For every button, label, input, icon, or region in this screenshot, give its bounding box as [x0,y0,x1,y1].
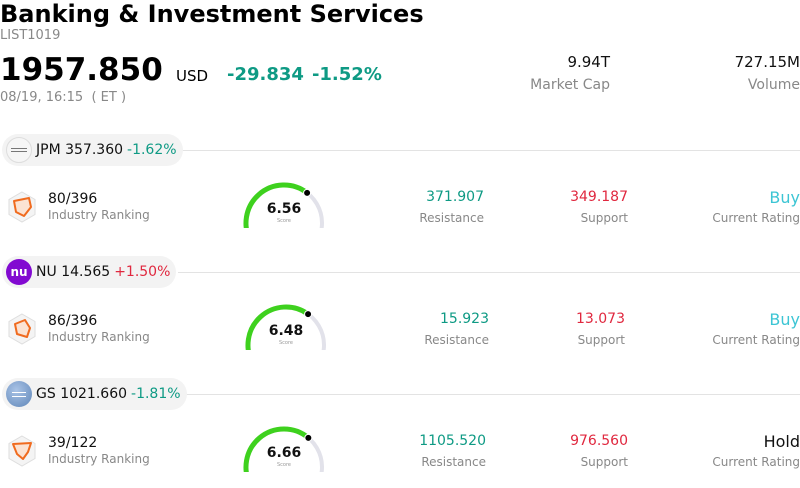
support-label: Support [577,333,625,347]
industry-ranking-icon [8,435,36,467]
timestamp: 08/19, 16:15 ( ET ) [0,90,127,105]
resistance-label: Resistance [421,455,486,469]
change-value: -29.834 [227,64,304,85]
rating-label: Current Rating [712,333,800,347]
nu-logo-icon: nu [6,259,32,285]
rating-value[interactable]: Buy [769,188,800,207]
currency-label: USD [176,67,209,85]
index-change: -29.834 -1.52% [227,64,382,85]
industry-ranking-value: 86/396 [48,313,98,329]
score-label: Score [276,462,291,468]
gs-logo-icon [6,381,32,407]
gauge-marker [304,310,313,319]
page-title: Banking & Investment Services [0,0,424,28]
industry-ranking-value: 39/122 [48,435,98,451]
rating-label: Current Rating [712,211,800,225]
resistance-column: 1105.520 Resistance [419,433,486,469]
jpm-logo-icon [6,137,32,163]
resistance-value: 15.923 [440,311,489,327]
score-gauge [243,426,324,472]
row-separator [178,150,800,151]
resistance-label: Resistance [424,333,489,347]
industry-ranking-label: Industry Ranking [48,452,150,466]
support-label: Support [580,211,628,225]
score-value: 6.48 [268,323,304,339]
stock-change: -1.81% [131,386,181,402]
gauge-fill [243,182,310,228]
change-percent: -1.52% [311,64,382,85]
support-label: Support [580,455,628,469]
market-cap-stat: 9.94T Market Cap [530,53,610,93]
volume-stat: 727.15M Volume [735,53,800,93]
gauge-marker [303,188,312,197]
score-value: 6.66 [266,445,302,461]
industry-ranking-value: 80/396 [48,191,98,207]
rating-value[interactable]: Hold [763,432,800,451]
resistance-value: 371.907 [426,189,484,205]
gauge-fill [245,304,311,350]
resistance-label: Resistance [419,211,484,225]
stock-ticker: GS 1021.660 [36,386,128,402]
stock-chip-nu[interactable]: nu NU 14.565 +1.50% [2,256,177,288]
support-column: 976.560 Support [570,433,628,469]
row-separator [186,394,800,395]
stock-change: -1.62% [127,142,177,158]
stock-chip-jpm[interactable]: JPM 357.360 -1.62% [2,134,183,166]
score-gauge [245,304,326,350]
rating-column: Buy Current Rating [712,188,800,225]
support-column: 13.073 Support [576,311,625,347]
stock-change: +1.50% [114,264,171,280]
market-cap-value: 9.94T [567,53,610,71]
stock-ticker: NU 14.565 [36,264,111,280]
stock-ticker: JPM 357.360 [36,142,124,158]
list-code: LIST1019 [0,28,61,43]
support-value: 13.073 [576,311,625,327]
rating-column: Buy Current Rating [712,310,800,347]
resistance-value: 1105.520 [419,433,486,449]
score-label: Score [278,340,293,346]
rating-value[interactable]: Buy [769,310,800,329]
gauge-marker [304,433,313,442]
row-separator [178,272,800,273]
support-value: 349.187 [570,189,628,205]
support-column: 349.187 Support [570,189,628,225]
rating-label: Current Rating [712,455,800,469]
volume-label: Volume [747,77,800,93]
support-value: 976.560 [570,433,628,449]
score-gauge [243,182,324,228]
index-price: 1957.850 [0,52,163,88]
market-cap-label: Market Cap [530,77,610,93]
industry-ranking-icon [8,191,36,223]
score-value: 6.56 [266,201,302,217]
gauge-fill [243,426,311,472]
volume-value: 727.15M [734,53,800,71]
industry-ranking-icon [8,313,36,345]
score-label: Score [276,218,291,224]
industry-ranking-label: Industry Ranking [48,330,150,344]
industry-ranking-label: Industry Ranking [48,208,150,222]
rating-column: Hold Current Rating [712,432,800,469]
resistance-column: 371.907 Resistance [419,189,484,225]
resistance-column: 15.923 Resistance [424,311,489,347]
stock-chip-gs[interactable]: GS 1021.660 -1.81% [2,378,187,410]
